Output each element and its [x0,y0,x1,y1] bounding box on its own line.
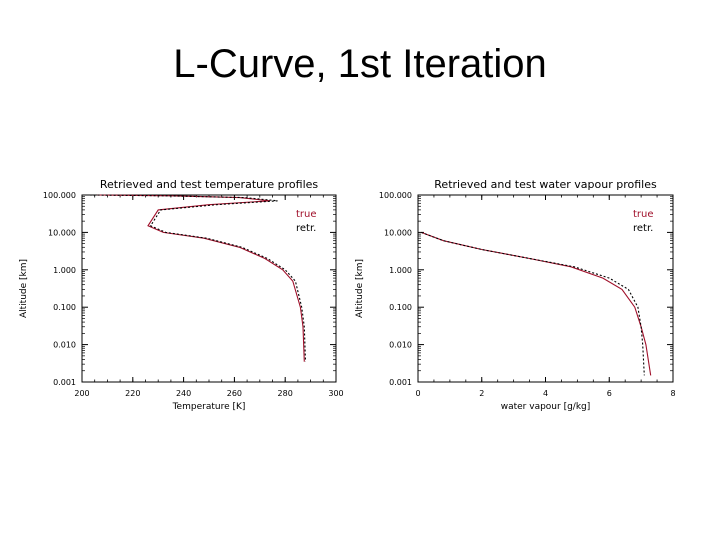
x-tick-label: 8 [670,389,675,398]
y-tick-label: 100.000 [43,191,76,200]
x-axis-label: water vapour [g/kg] [501,402,591,412]
legend-entry-retr: retr. [296,223,316,234]
x-tick-label: 0 [415,389,420,398]
x-tick-label: 220 [125,389,140,398]
series-line-retr [89,194,307,362]
legend-entry-true: true [296,209,317,220]
chart-panel-1: Retrieved and test temperature profiles 2… [19,178,344,412]
y-tick-label: 0.010 [53,341,76,350]
chart-title: Retrieved and test temperature profiles [100,178,319,191]
y-tick-label: 0.100 [53,303,76,312]
x-tick-label: 260 [227,389,242,398]
x-tick-label: 4 [543,389,548,398]
y-tick-label: 0.100 [389,303,412,312]
y-tick-label: 1.000 [53,266,76,275]
series-line-true [421,231,652,376]
series-line-retr [421,231,645,376]
x-tick-label: 300 [328,389,343,398]
x-tick-label: 6 [607,389,612,398]
x-axis-label: Temperature [K] [172,402,246,412]
y-tick-label: 0.001 [389,378,412,387]
legend-entry-retr: retr. [633,223,653,234]
y-axis-label: Altitude [km] [355,259,365,318]
y-tick-label: 1.000 [389,266,412,275]
y-tick-label: 10.000 [384,228,412,237]
chart-panel-2: Retrieved and test water vapour profiles… [355,178,676,412]
series-line-true [97,194,305,362]
y-tick-label: 0.010 [389,341,412,350]
y-axis-label: Altitude [km] [19,259,29,318]
y-tick-label: 0.001 [53,378,76,387]
x-tick-label: 200 [74,389,89,398]
chart-title: Retrieved and test water vapour profiles [434,178,657,191]
y-tick-label: 100.000 [379,191,412,200]
legend-entry-true: true [633,209,654,220]
x-tick-label: 2 [479,389,484,398]
slide-title: L-Curve, 1st Iteration [173,42,547,86]
y-tick-label: 10.000 [48,228,76,237]
x-tick-label: 280 [278,389,293,398]
x-tick-label: 240 [176,389,191,398]
